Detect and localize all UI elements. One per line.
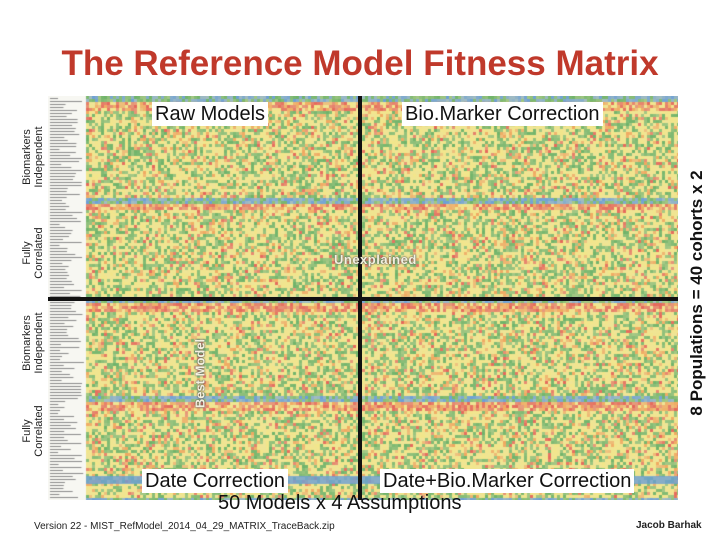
best-model-annotation: Best Model [192, 338, 208, 409]
row-group-label: Fully Correlated [21, 391, 47, 471]
quadrant-label-raw-models: Raw Models [152, 102, 269, 126]
author-footer: Jacob Barhak [636, 520, 702, 531]
populations-caption: 8 Populations = 40 cohorts x 2 [687, 170, 706, 416]
horizontal-divider [48, 297, 678, 301]
version-footer: Version 22 - MIST_RefModel_2014_04_29_MA… [34, 521, 335, 532]
quadrant-label-biomarker-correction: Bio.Marker Correction [402, 102, 603, 126]
row-group-label: Biomarkers Independent [21, 117, 47, 197]
row-group-label: Fully Correlated [21, 213, 47, 293]
unexplained-annotation: Unexplained [334, 252, 417, 267]
slide-title: The Reference Model Fitness Matrix [61, 44, 659, 83]
quadrant-label-date-biomarker-correction: Date+Bio.Marker Correction [380, 469, 635, 493]
models-assumptions-caption: 50 Models x 4 Assumptions [218, 492, 462, 514]
row-group-label: Biomarkers Independent [21, 303, 47, 383]
quadrant-label-date-correction: Date Correction [142, 469, 289, 493]
